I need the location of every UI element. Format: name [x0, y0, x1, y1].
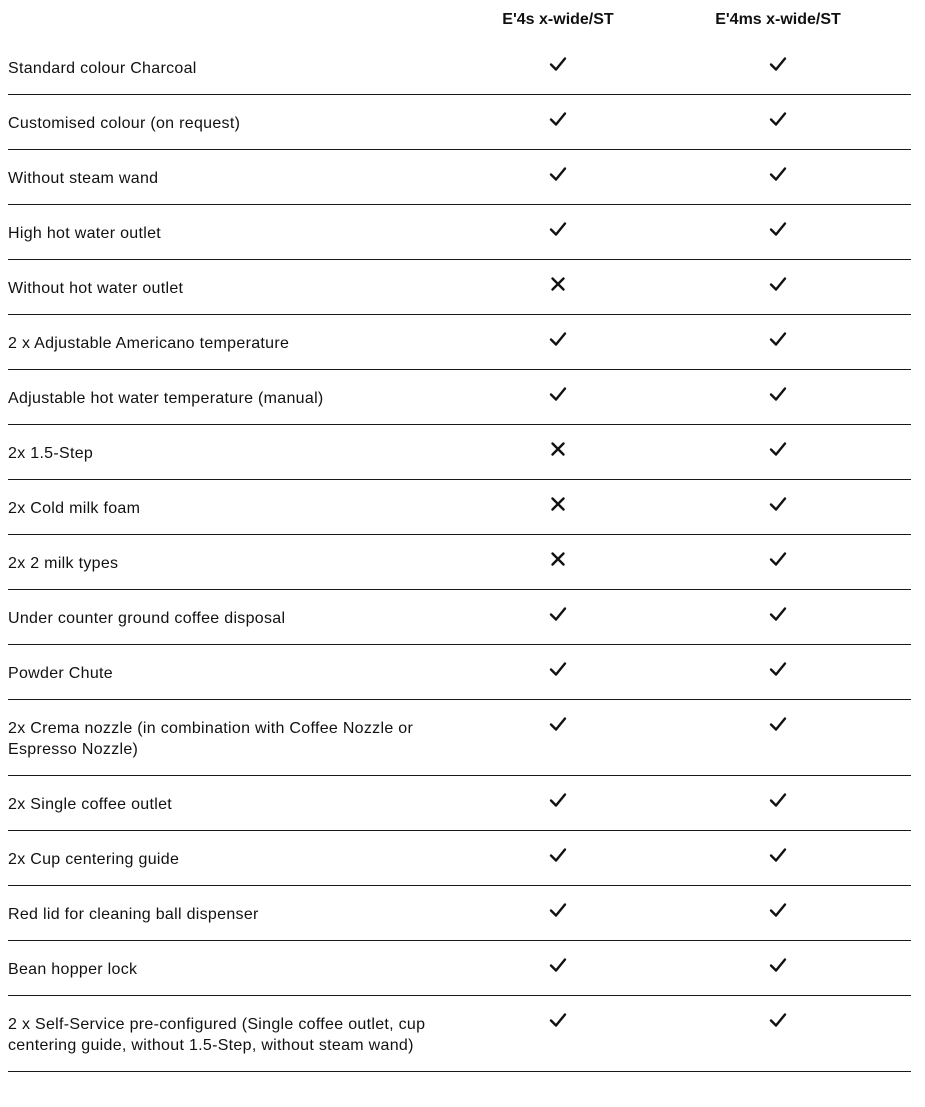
cross-icon — [548, 274, 568, 294]
check-icon — [768, 900, 788, 920]
check-icon — [548, 955, 568, 975]
table-row: Without hot water outlet — [8, 260, 911, 315]
row-label: Customised colour (on request) — [8, 115, 241, 132]
check-icon — [768, 164, 788, 184]
row-label: 2x 2 milk types — [8, 555, 119, 572]
check-icon — [768, 955, 788, 975]
table-row: 2x 1.5-Step — [8, 425, 911, 480]
row-label: Without steam wand — [8, 170, 159, 187]
row-label: 2x Crema nozzle (in combination with Cof… — [8, 720, 414, 758]
row-label: Standard colour Charcoal — [8, 60, 197, 77]
row-label: Without hot water outlet — [8, 280, 184, 297]
check-icon — [548, 109, 568, 129]
check-icon — [768, 109, 788, 129]
check-icon — [548, 604, 568, 624]
comparison-table: E'4s x-wide/ST E'4ms x-wide/ST Standard … — [8, 0, 911, 1072]
check-icon — [548, 714, 568, 734]
check-icon — [768, 549, 788, 569]
check-icon — [768, 604, 788, 624]
check-icon — [768, 494, 788, 514]
table-row: Adjustable hot water temperature (manual… — [8, 370, 911, 425]
check-icon — [548, 900, 568, 920]
check-icon — [768, 439, 788, 459]
row-label: Powder Chute — [8, 665, 113, 682]
check-icon — [548, 845, 568, 865]
table-row: 2 x Self-Service pre-configured (Single … — [8, 996, 911, 1072]
check-icon — [548, 659, 568, 679]
check-icon — [768, 659, 788, 679]
check-icon — [548, 164, 568, 184]
check-icon — [768, 845, 788, 865]
check-icon — [548, 329, 568, 349]
row-label: 2x Single coffee outlet — [8, 796, 173, 813]
check-icon — [548, 790, 568, 810]
table-row: 2x Cup centering guide — [8, 831, 911, 886]
check-icon — [548, 219, 568, 239]
table-row: 2 x Adjustable Americano temperature — [8, 315, 911, 370]
table-row: High hot water outlet — [8, 205, 911, 260]
cross-icon — [548, 549, 568, 569]
table-row: 2x Crema nozzle (in combination with Cof… — [8, 700, 911, 776]
cross-icon — [548, 494, 568, 514]
table-row: Powder Chute — [8, 645, 911, 700]
table-row: 2x Single coffee outlet — [8, 776, 911, 831]
check-icon — [548, 54, 568, 74]
check-icon — [768, 274, 788, 294]
row-label: Red lid for cleaning ball dispenser — [8, 906, 259, 923]
table-row: Standard colour Charcoal — [8, 40, 911, 95]
table-row: 2x 2 milk types — [8, 535, 911, 590]
check-icon — [768, 54, 788, 74]
row-label: Bean hopper lock — [8, 961, 138, 978]
column-header: E'4s x-wide/ST — [502, 11, 614, 28]
row-label: 2x Cold milk foam — [8, 500, 141, 517]
table-row: Without steam wand — [8, 150, 911, 205]
row-label: 2 x Adjustable Americano temperature — [8, 335, 290, 352]
table-header: E'4s x-wide/ST E'4ms x-wide/ST — [8, 0, 911, 40]
check-icon — [768, 1010, 788, 1030]
check-icon — [768, 384, 788, 404]
check-icon — [548, 384, 568, 404]
row-label: Under counter ground coffee disposal — [8, 610, 286, 627]
cross-icon — [548, 439, 568, 459]
row-label: Adjustable hot water temperature (manual… — [8, 390, 324, 407]
check-icon — [768, 790, 788, 810]
table-row: Bean hopper lock — [8, 941, 911, 996]
row-label: 2 x Self-Service pre-configured (Single … — [8, 1016, 426, 1054]
row-label: 2x Cup centering guide — [8, 851, 180, 868]
table-row: Under counter ground coffee disposal — [8, 590, 911, 645]
column-header: E'4ms x-wide/ST — [715, 11, 841, 28]
table-row: Customised colour (on request) — [8, 95, 911, 150]
check-icon — [768, 329, 788, 349]
row-label: High hot water outlet — [8, 225, 162, 242]
table-row: 2x Cold milk foam — [8, 480, 911, 535]
check-icon — [768, 714, 788, 734]
row-label: 2x 1.5-Step — [8, 445, 94, 462]
check-icon — [548, 1010, 568, 1030]
table-body: Standard colour Charcoal Customised colou… — [8, 40, 911, 1072]
check-icon — [768, 219, 788, 239]
table-row: Red lid for cleaning ball dispenser — [8, 886, 911, 941]
